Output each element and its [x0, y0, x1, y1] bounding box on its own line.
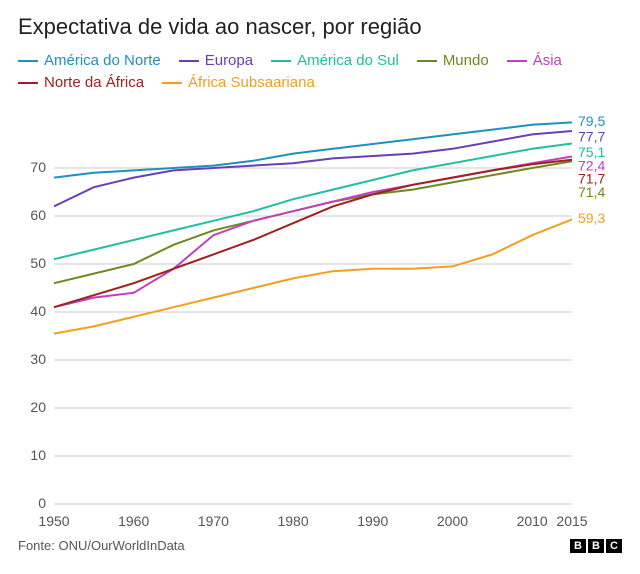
end-label: 59,3: [578, 210, 605, 226]
svg-text:50: 50: [30, 255, 46, 271]
source-text: Fonte: ONU/OurWorldInData: [18, 538, 185, 553]
series-line: [54, 161, 572, 283]
legend-swatch: [162, 82, 182, 84]
legend-item: Ásia: [507, 50, 562, 72]
end-label: 79,5: [578, 113, 605, 129]
svg-text:1960: 1960: [118, 513, 149, 529]
legend-swatch: [507, 60, 527, 62]
chart-svg: 0 10 20 30 40 50 60 70 1950 1960 1970 1980 1990 2000 2…: [18, 102, 622, 532]
svg-text:20: 20: [30, 399, 46, 415]
legend-item: Europa: [179, 50, 253, 72]
svg-text:0: 0: [38, 495, 46, 511]
legend-row: Norte da África África Subsaariana: [18, 72, 622, 94]
legend-swatch: [417, 60, 437, 62]
chart-title: Expectativa de vida ao nascer, por regiã…: [18, 14, 622, 40]
chart-container: Expectativa de vida ao nascer, por regiã…: [0, 0, 640, 574]
legend-swatch: [18, 60, 38, 62]
svg-text:70: 70: [30, 159, 46, 175]
legend-label: Ásia: [533, 50, 562, 72]
legend-swatch: [179, 60, 199, 62]
series-line: [54, 219, 572, 333]
legend-item: Norte da África: [18, 72, 144, 94]
svg-text:30: 30: [30, 351, 46, 367]
svg-text:1990: 1990: [357, 513, 388, 529]
svg-text:10: 10: [30, 447, 46, 463]
svg-text:2010: 2010: [517, 513, 548, 529]
end-label: 71,7: [578, 171, 605, 187]
legend-label: América do Sul: [297, 50, 399, 72]
end-label: 77,7: [578, 128, 605, 144]
legend-label: América do Norte: [44, 50, 161, 72]
series-line: [54, 160, 572, 307]
legend: América do Norte Europa América do Sul Mund…: [18, 50, 622, 94]
legend-label: Norte da África: [44, 72, 144, 94]
legend-swatch: [271, 60, 291, 62]
legend-item: Mundo: [417, 50, 489, 72]
svg-text:2000: 2000: [437, 513, 468, 529]
legend-swatch: [18, 82, 38, 84]
legend-label: Europa: [205, 50, 253, 72]
chart-footer: Fonte: ONU/OurWorldInData B B C: [18, 538, 622, 553]
legend-label: Mundo: [443, 50, 489, 72]
svg-text:60: 60: [30, 207, 46, 223]
legend-item: América do Norte: [18, 50, 161, 72]
svg-text:1970: 1970: [198, 513, 229, 529]
bbc-logo: B B C: [570, 539, 622, 553]
legend-label: África Subsaariana: [188, 72, 315, 94]
legend-item: América do Sul: [271, 50, 399, 72]
legend-item: África Subsaariana: [162, 72, 315, 94]
svg-text:1980: 1980: [277, 513, 308, 529]
legend-row: América do Norte Europa América do Sul Mund…: [18, 50, 622, 72]
svg-text:40: 40: [30, 303, 46, 319]
chart-plot: 0 10 20 30 40 50 60 70 1950 1960 1970 1980 1990 2000 2…: [18, 102, 622, 532]
svg-text:2015: 2015: [556, 513, 587, 529]
svg-text:1950: 1950: [38, 513, 69, 529]
